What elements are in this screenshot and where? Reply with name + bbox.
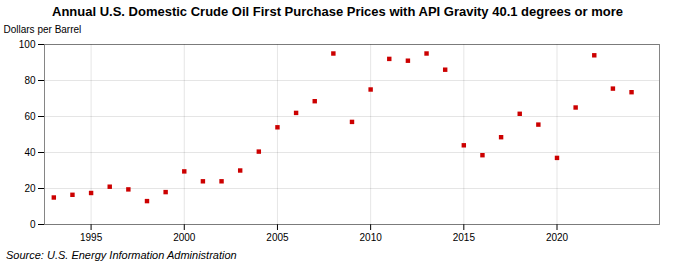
svg-text:2010: 2010 [360,232,383,243]
svg-text:Dollars per Barrel: Dollars per Barrel [4,24,82,35]
svg-text:40: 40 [24,147,36,158]
svg-text:80: 80 [24,75,36,86]
html-text:Annual U.S. Domestic Crude Oil: Annual U.S. Domestic Crude Oil First Pur… [52,4,623,19]
svg-text:60: 60 [24,111,36,122]
svg-text:2015: 2015 [453,232,476,243]
html-text:Source: U.S. Energy Informatio: Source: U.S. Energy Information Administ… [6,249,237,261]
svg-text:2000: 2000 [173,232,196,243]
svg-text:100: 100 [19,39,36,50]
svg-text:2005: 2005 [266,232,289,243]
svg-text:0: 0 [30,219,36,230]
svg-text:2020: 2020 [546,232,569,243]
svg-text:1995: 1995 [80,232,103,243]
svg-text:20: 20 [24,183,36,194]
